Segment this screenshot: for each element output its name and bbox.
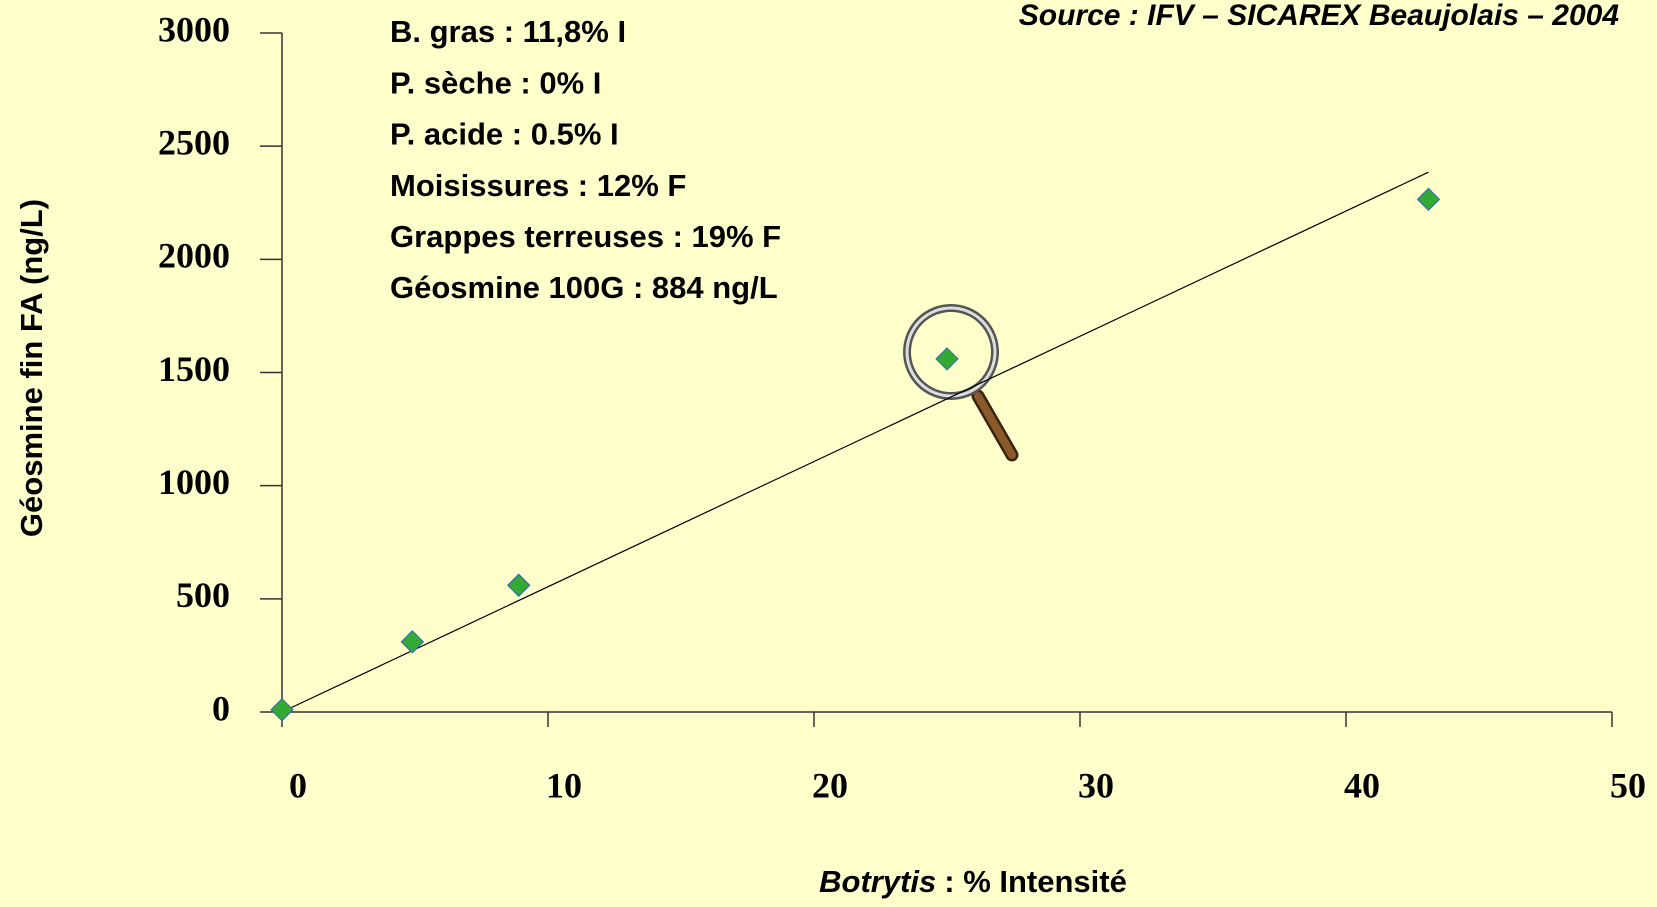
x-tick-label: 20	[812, 765, 848, 805]
annotation: Moisissures : 12% F	[390, 168, 686, 203]
x-tick-label: 40	[1344, 765, 1380, 805]
x-tick-label: 10	[546, 765, 582, 805]
y-tick-label: 500	[176, 575, 230, 615]
x-axis-label-rest: : % Intensité	[944, 864, 1127, 899]
point	[935, 347, 959, 371]
annotation: Géosmine 100G : 884 ng/L	[390, 270, 778, 305]
point	[270, 698, 294, 722]
y-axis-label: Géosmine fin FA (ng/L)	[14, 199, 49, 537]
annotation: P. sèche : 0% I	[390, 65, 601, 100]
source: Source : IFV – SICAREX Beaujolais – 2004	[1019, 0, 1620, 32]
point	[400, 630, 425, 654]
y-tick-label: 3000	[158, 9, 230, 49]
trendline	[281, 171, 1429, 713]
annotation: Grappes terreuses : 19% F	[390, 219, 781, 254]
y-tick-label: 1500	[158, 349, 230, 389]
annotation: B. gras : 11,8% I	[390, 14, 626, 49]
x-tick-label: 0	[289, 765, 307, 805]
x-tick-label: 50	[1610, 765, 1646, 805]
y-tick-label: 2000	[158, 236, 230, 276]
x-axis-label-italic: Botrytis	[819, 864, 936, 899]
magnifier	[903, 304, 1019, 462]
x-axis-label: Botrytis: % Intensité	[819, 864, 1127, 899]
point	[1416, 187, 1441, 212]
y-tick-label: 0	[212, 688, 230, 728]
y-tick-label: 2500	[158, 122, 230, 162]
x-tick-label: 30	[1078, 765, 1114, 805]
point	[507, 573, 531, 597]
annotation: P. acide : 0.5% I	[390, 117, 619, 152]
y-tick-label: 1000	[158, 462, 230, 502]
